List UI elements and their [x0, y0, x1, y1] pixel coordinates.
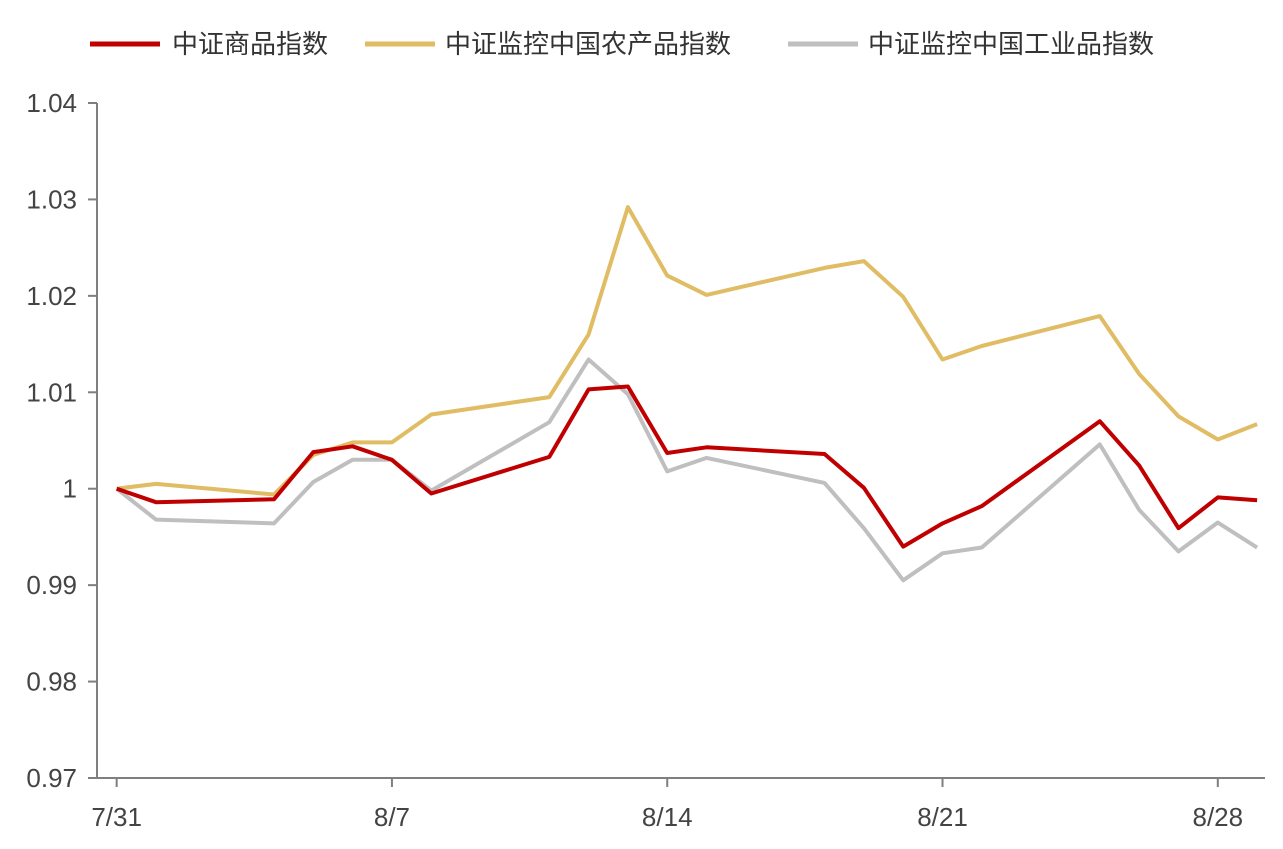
y-axis: 0.97 0.98 0.99 1 1.01 1.02 1.03 1.04 [26, 88, 98, 793]
y-tick-label: 0.99 [26, 570, 77, 600]
x-tick-label: 8/28 [1193, 802, 1244, 832]
x-tick-label: 8/21 [917, 802, 968, 832]
legend-label: 中证监控中国农产品指数 [445, 30, 731, 60]
series-layer [115, 205, 1259, 583]
legend: 中证商品指数 中证监控中国农产品指数 中证监控中国工业品指数 [90, 30, 1154, 60]
legend-label: 中证监控中国工业品指数 [868, 30, 1154, 60]
x-tick-label: 8/7 [374, 802, 410, 832]
legend-item-2: 中证监控中国工业品指数 [788, 30, 1154, 60]
y-tick-label: 1.03 [26, 184, 77, 214]
y-tick-label: 0.98 [26, 667, 77, 697]
legend-label: 中证商品指数 [172, 30, 328, 60]
y-tick-label: 1.01 [26, 377, 77, 407]
x-tick-label: 7/31 [91, 802, 142, 832]
y-tick-label: 1.04 [26, 88, 77, 118]
y-tick-label: 1.02 [26, 281, 77, 311]
series-line-2 [115, 357, 1259, 583]
x-tick-label: 8/14 [642, 802, 693, 832]
legend-item-0: 中证商品指数 [90, 30, 328, 60]
x-axis: 7/31 8/7 8/14 8/21 8/28 [91, 777, 1265, 832]
legend-item-1: 中证监控中国农产品指数 [365, 30, 731, 60]
y-tick-label: 0.97 [26, 763, 77, 793]
y-tick-label: 1 [63, 474, 77, 504]
series-line-0 [116, 384, 1258, 549]
